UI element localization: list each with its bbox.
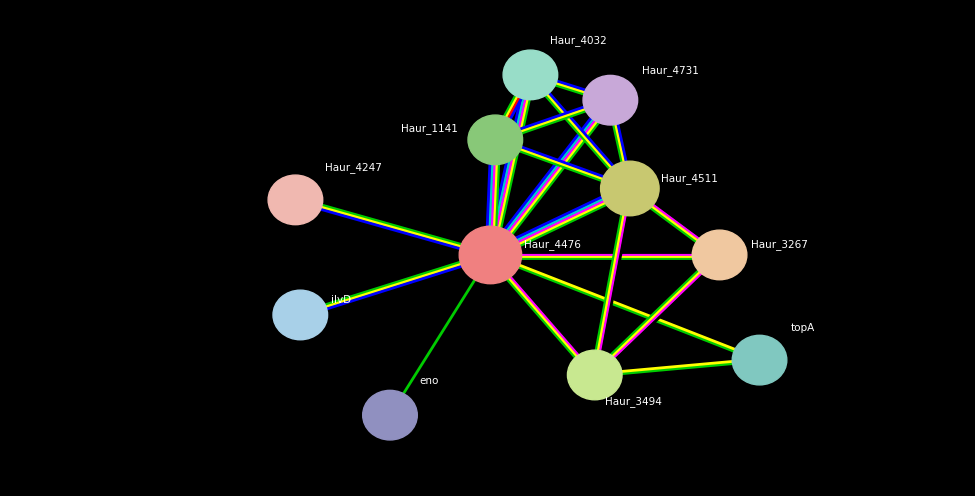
Ellipse shape [273,290,328,340]
Ellipse shape [567,350,622,400]
Ellipse shape [692,230,747,280]
Text: Haur_4476: Haur_4476 [524,239,580,250]
Text: Haur_4731: Haur_4731 [642,65,698,76]
Ellipse shape [459,226,522,284]
Text: ilvD: ilvD [332,295,352,305]
Text: Haur_4247: Haur_4247 [325,162,381,173]
Ellipse shape [583,75,638,125]
Ellipse shape [363,390,417,440]
Ellipse shape [268,175,323,225]
Ellipse shape [601,161,659,216]
Text: Haur_3494: Haur_3494 [604,396,661,407]
Text: Haur_1141: Haur_1141 [402,123,458,134]
Ellipse shape [468,115,523,165]
Text: topA: topA [791,323,815,333]
Text: eno: eno [419,376,439,386]
Text: Haur_4511: Haur_4511 [661,173,718,184]
Text: Haur_4032: Haur_4032 [550,35,606,46]
Ellipse shape [503,50,558,100]
Text: Haur_3267: Haur_3267 [751,239,807,250]
Ellipse shape [732,335,787,385]
